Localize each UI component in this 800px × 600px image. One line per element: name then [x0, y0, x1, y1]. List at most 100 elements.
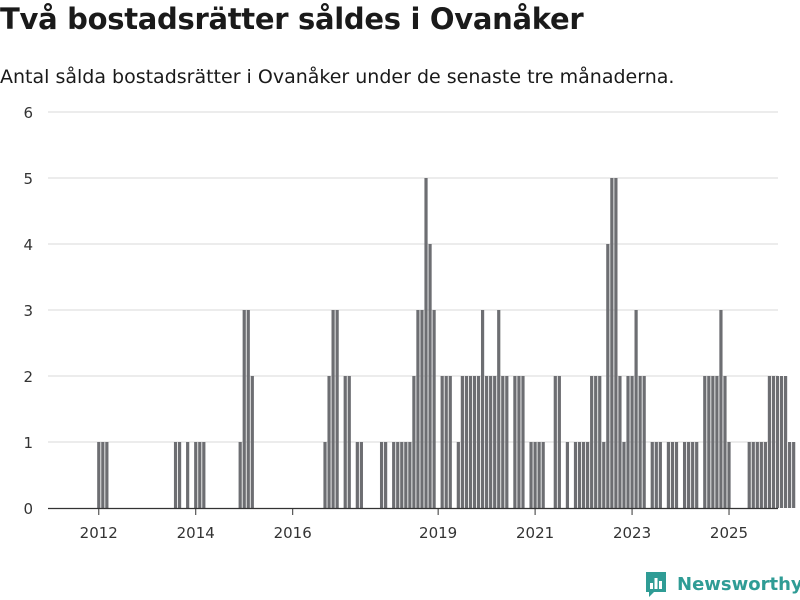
bar [614, 178, 618, 508]
bar [440, 376, 444, 508]
bar [598, 376, 602, 508]
bar [682, 442, 687, 508]
bar [707, 376, 711, 508]
bar [533, 442, 537, 508]
y-tick-label: 6 [23, 104, 33, 122]
bar [238, 442, 242, 508]
chart-title: Två bostadsrätter såldes i Ovanåker [0, 2, 584, 36]
bar [513, 376, 517, 508]
brand-name: Newsworthy [677, 573, 800, 595]
bar [747, 442, 751, 508]
bar [666, 442, 671, 508]
bar [703, 376, 707, 508]
y-tick-label: 0 [23, 500, 33, 518]
y-tick-label: 1 [23, 434, 33, 452]
bar [396, 442, 400, 508]
bar [202, 442, 206, 508]
bar-chart-icon [646, 572, 666, 597]
bar [626, 376, 630, 508]
bar [355, 442, 359, 508]
bar [557, 376, 561, 508]
bar [379, 442, 384, 508]
bar [521, 376, 525, 508]
bar [691, 442, 695, 508]
bar [783, 376, 788, 508]
bar [590, 376, 594, 508]
bar [408, 442, 412, 508]
bar [323, 442, 327, 508]
bar [194, 442, 198, 508]
x-tick-label: 2016 [274, 524, 312, 542]
x-tick-label: 2019 [419, 524, 457, 542]
bar [198, 442, 202, 508]
chart-subtitle: Antal sålda bostadsrätter i Ovanåker und… [0, 66, 675, 88]
x-tick-label: 2025 [710, 524, 748, 542]
bar [711, 376, 715, 508]
bar [460, 376, 464, 508]
tick-labels: 012345622012201420162019202120232025 [23, 104, 748, 542]
bar [472, 376, 477, 508]
axes [48, 507, 778, 515]
bar [489, 376, 493, 508]
bar [723, 376, 727, 508]
newsworthy-logo[interactable]: Newsworthy [644, 570, 800, 598]
bar [602, 442, 606, 508]
bar [420, 310, 424, 508]
bar [529, 442, 533, 508]
bar [767, 376, 772, 508]
bar [177, 442, 182, 508]
x-tick-label: 2014 [177, 524, 215, 542]
bar [775, 376, 780, 508]
bar [788, 442, 792, 508]
x-tick-label: 2021 [516, 524, 554, 542]
bar [759, 442, 763, 508]
bar [670, 442, 675, 508]
bar [541, 442, 545, 508]
bar [327, 376, 331, 508]
bar [250, 376, 254, 508]
bar [485, 376, 489, 508]
bar [448, 376, 452, 508]
bar [456, 442, 460, 508]
bar [384, 442, 388, 508]
bar [638, 376, 642, 508]
bar [586, 442, 590, 508]
bar [347, 376, 351, 508]
bar [392, 442, 396, 508]
bar [432, 310, 436, 508]
bar [779, 376, 784, 508]
bar [331, 310, 335, 508]
x-tick-label: 2012 [80, 524, 118, 542]
bar [687, 442, 691, 508]
bar [517, 376, 521, 508]
bar [719, 310, 723, 508]
bar [618, 376, 622, 508]
bar [763, 442, 767, 508]
bar [335, 310, 339, 508]
y-tick-label: 2 [23, 368, 33, 386]
bar [464, 376, 469, 508]
bar [634, 310, 638, 508]
y-tick-label: 4 [23, 236, 33, 254]
bar [343, 376, 347, 508]
bar [186, 442, 190, 508]
bar [565, 442, 570, 508]
bar [658, 442, 662, 508]
bar [695, 442, 699, 508]
bar [501, 376, 505, 508]
bar [577, 442, 582, 508]
bar [497, 310, 501, 508]
bar [428, 244, 432, 508]
bar [173, 442, 178, 508]
bar [622, 442, 626, 508]
bar [400, 442, 404, 508]
bar [771, 376, 776, 508]
bar [242, 310, 246, 508]
bar [606, 244, 610, 508]
bar [416, 310, 420, 508]
bar [105, 442, 109, 508]
bar [581, 442, 586, 508]
bar [751, 442, 755, 508]
bar [715, 376, 719, 508]
bar [444, 376, 448, 508]
